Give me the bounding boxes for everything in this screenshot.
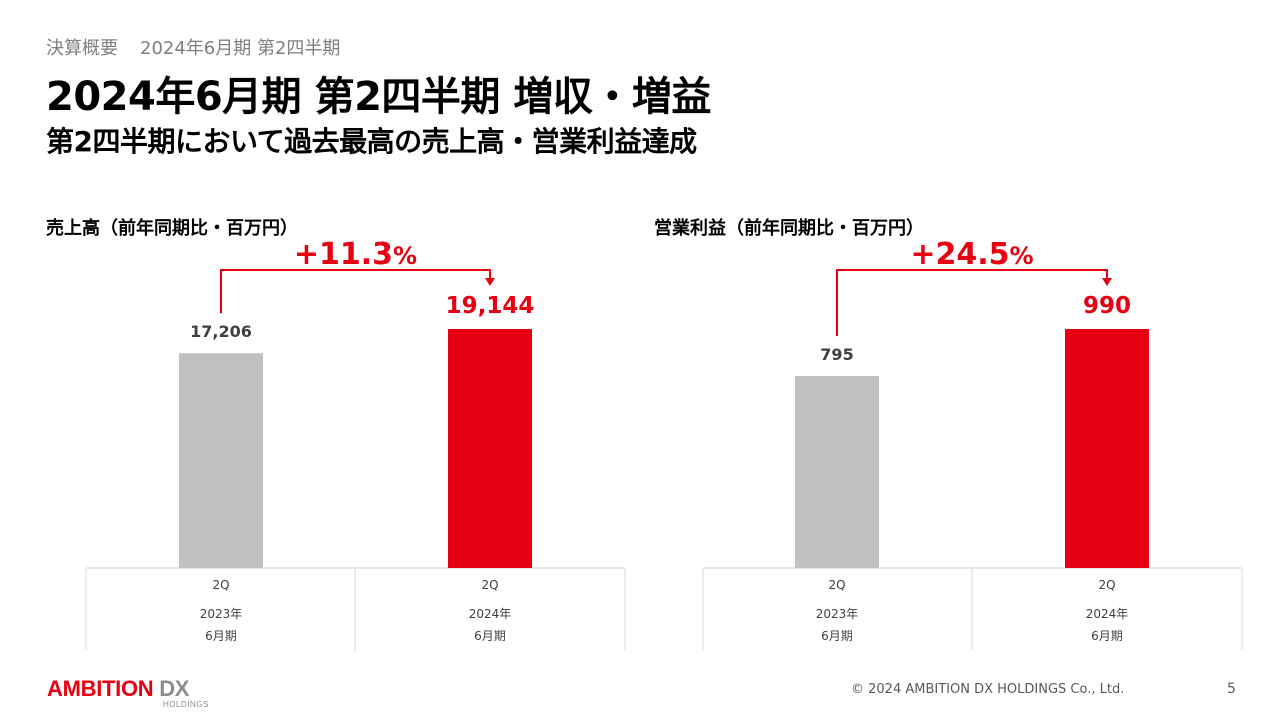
sales-growth-arrowhead: [485, 278, 495, 286]
profit-tick-quarter: 2Q: [1098, 578, 1115, 592]
profit-tick-period: 6月期: [1091, 629, 1123, 643]
sales-bar-current: [448, 329, 532, 568]
sales-value-label-prior: 17,206: [190, 322, 252, 341]
profit-growth-label: +24.5%: [910, 237, 1033, 272]
profit-tick-year: 2023年: [816, 607, 859, 621]
sales-bar-prior: [179, 353, 263, 568]
page-title: 2024年6月期 第2四半期 増収・増益: [46, 74, 711, 120]
profit-value-label-current: 990: [1083, 293, 1131, 319]
breadcrumb-period: 2024年6月期 第2四半期: [140, 38, 341, 59]
sales-tick-year: 2024年: [469, 607, 512, 621]
sales-tick-quarter: 2Q: [212, 578, 229, 592]
copyright-text: © 2024 AMBITION DX HOLDINGS Co., Ltd.: [851, 682, 1125, 697]
sales-growth-connector: [220, 269, 491, 314]
profit-tick-quarter: 2Q: [828, 578, 845, 592]
sales-tick-period: 6月期: [474, 629, 506, 643]
sales-tick-quarter: 2Q: [481, 578, 498, 592]
profit-growth-connector: [836, 269, 1108, 337]
profit-tick-year: 2024年: [1086, 607, 1129, 621]
profit-growth-arrowhead: [1102, 278, 1112, 286]
sales-value-label-current: 19,144: [446, 293, 535, 319]
operating-profit-chart-title: 営業利益（前年同期比・百万円）: [654, 218, 924, 239]
page-subtitle: 第2四半期において過去最高の売上高・営業利益達成: [46, 125, 697, 158]
profit-bar-prior: [795, 376, 879, 568]
profit-tick-period: 6月期: [821, 629, 853, 643]
company-logo: AMBITION DX HOLDINGS: [47, 676, 209, 709]
sales-tick-period: 6月期: [205, 629, 237, 643]
page-number: 5: [1227, 681, 1236, 697]
sales-growth-label: +11.3%: [294, 237, 417, 272]
breadcrumb-section: 決算概要: [46, 38, 118, 59]
profit-bar-current: [1065, 329, 1149, 568]
sales-tick-year: 2023年: [200, 607, 243, 621]
breadcrumb: 決算概要 2024年6月期 第2四半期: [46, 34, 340, 60]
sales-chart-title: 売上高（前年同期比・百万円）: [46, 218, 298, 239]
profit-value-label-prior: 795: [820, 345, 853, 364]
